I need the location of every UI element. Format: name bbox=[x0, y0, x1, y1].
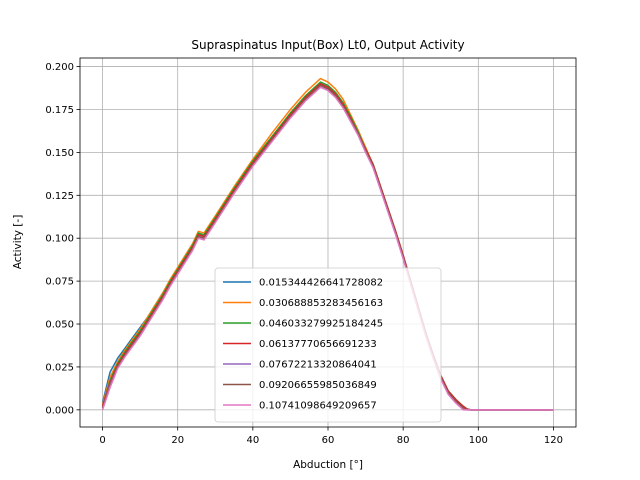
legend: 0.015344426641728082 0.030688853283456163… bbox=[214, 267, 442, 423]
y-axis: 0.000 0.025 0.050 0.075 0.100 0.125 0.150 0.175… bbox=[45, 62, 80, 416]
chart-title: Supraspinatus Input(Box) Lt0, Output Act… bbox=[191, 38, 464, 52]
series-line-6 bbox=[101, 84, 554, 411]
x-tick-label: 20 bbox=[171, 435, 184, 446]
legend-label-4: 0.06137770656691233 bbox=[259, 339, 377, 350]
x-tick-label: 80 bbox=[397, 435, 410, 446]
legend-label-1: 0.015344426641728082 bbox=[259, 278, 383, 289]
x-tick-label: 120 bbox=[544, 435, 563, 446]
x-axis: 0 20 40 60 80 100 120 bbox=[99, 427, 563, 446]
legend-label-5: 0.07672213320864041 bbox=[259, 360, 377, 371]
x-tick-label: 0 bbox=[99, 435, 105, 446]
legend-box bbox=[214, 267, 442, 423]
y-tick-label: 0.100 bbox=[45, 234, 74, 245]
y-tick-label: 0.125 bbox=[45, 191, 74, 202]
legend-label-7: 0.10741098649209657 bbox=[259, 401, 377, 412]
x-tick-label: 100 bbox=[469, 435, 488, 446]
legend-label-2: 0.030688853283456163 bbox=[259, 298, 383, 309]
y-axis-label: Activity [-] bbox=[12, 215, 24, 270]
y-tick-label: 0.200 bbox=[45, 62, 74, 73]
y-tick-label: 0.175 bbox=[45, 105, 74, 116]
x-tick-label: 40 bbox=[246, 435, 259, 446]
series-layer bbox=[101, 77, 554, 411]
legend-label-6: 0.09206655985036849 bbox=[259, 380, 377, 391]
series-line-7 bbox=[101, 86, 554, 411]
legend-label-3: 0.046033279925184245 bbox=[259, 319, 383, 330]
x-tick-label: 60 bbox=[322, 435, 335, 446]
y-tick-label: 0.050 bbox=[45, 320, 74, 331]
y-tick-label: 0.000 bbox=[45, 405, 74, 416]
y-tick-label: 0.150 bbox=[45, 148, 74, 159]
y-tick-label: 0.025 bbox=[45, 362, 74, 373]
y-tick-label: 0.075 bbox=[45, 277, 74, 288]
series-line-4 bbox=[101, 82, 554, 411]
x-axis-label: Abduction [°] bbox=[293, 459, 363, 471]
